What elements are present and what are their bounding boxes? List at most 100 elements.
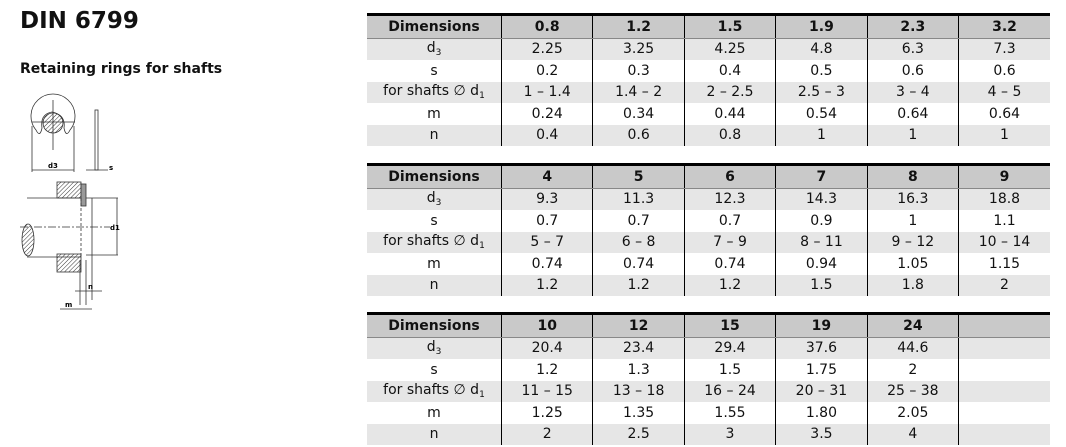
row-label: n bbox=[429, 127, 439, 144]
value-cell: 1.5 bbox=[683, 359, 776, 381]
value-cell: 0.7 bbox=[592, 210, 685, 232]
row-label-sub: 3 bbox=[435, 48, 442, 59]
row-label: m bbox=[427, 255, 441, 272]
value-cell: 2 bbox=[958, 274, 1050, 296]
value-cell: 0.3 bbox=[592, 60, 685, 82]
value-cell: 1 bbox=[866, 210, 959, 232]
page-subtitle: Retaining rings for shafts bbox=[20, 61, 223, 77]
value-cell: 11 – 15 bbox=[500, 380, 593, 402]
value-cell: 1 bbox=[866, 124, 959, 146]
value-cell: 8 – 11 bbox=[775, 231, 868, 253]
row-label: s bbox=[430, 212, 438, 229]
value-cell: 0.44 bbox=[683, 103, 776, 125]
row-label: n bbox=[429, 277, 439, 294]
dimensions-table: Dimensions 10 12 15 19 24 d3 20.4 23.4 29.4 37.6 44… bbox=[367, 312, 1050, 445]
page-title: DIN 6799 bbox=[20, 8, 139, 34]
value-cell: 1.1 bbox=[958, 210, 1050, 232]
row-label-cell: s bbox=[367, 60, 502, 82]
row-label-cell: m bbox=[367, 402, 502, 424]
row-label-cell: for shafts ∅ d1 bbox=[367, 232, 502, 254]
value-cell: 0.5 bbox=[775, 60, 868, 82]
value-cell: 0.64 bbox=[866, 103, 959, 125]
value-cell: 1.2 bbox=[500, 359, 593, 381]
row-label-cell: n bbox=[367, 275, 502, 297]
value-cell: 1 bbox=[775, 124, 868, 146]
value-cell: 1.5 bbox=[775, 274, 868, 296]
value-cell: 1.80 bbox=[775, 402, 868, 424]
size-header: 0.8 bbox=[500, 14, 593, 39]
size-header bbox=[958, 313, 1050, 338]
row-label-cell: m bbox=[367, 253, 502, 275]
row-label-cell: s bbox=[367, 210, 502, 232]
value-cell: 1 – 1.4 bbox=[500, 81, 593, 103]
value-cell: 9.3 bbox=[500, 188, 593, 210]
value-cell: 0.74 bbox=[683, 253, 776, 275]
value-cell: 1.25 bbox=[500, 402, 593, 424]
value-cell: 1.35 bbox=[592, 402, 685, 424]
value-cell: 25 – 38 bbox=[866, 380, 959, 402]
value-cell: 20 – 31 bbox=[775, 380, 868, 402]
value-cell: 6.3 bbox=[866, 38, 959, 60]
row-label-cell: d3 bbox=[367, 188, 502, 210]
value-cell: 1.15 bbox=[958, 253, 1050, 275]
header-label: Dimensions bbox=[367, 164, 502, 189]
value-cell: 3.5 bbox=[775, 423, 868, 445]
row-label: m bbox=[427, 404, 441, 421]
size-header: 15 bbox=[683, 313, 776, 338]
row-label: n bbox=[429, 426, 439, 443]
value-cell: 13 – 18 bbox=[592, 380, 685, 402]
value-cell: 0.74 bbox=[592, 253, 685, 275]
value-cell: 3.25 bbox=[592, 38, 685, 60]
row-label-cell: n bbox=[367, 125, 502, 147]
size-header: 19 bbox=[775, 313, 868, 338]
dimensions-table: Dimensions 0.8 1.2 1.5 1.9 2.3 3.2 d3 2.25 3.25 4.… bbox=[367, 13, 1050, 146]
value-cell: 4.25 bbox=[683, 38, 776, 60]
value-cell: 1.4 – 2 bbox=[592, 81, 685, 103]
value-cell bbox=[958, 359, 1050, 381]
row-label: for shafts ∅ d bbox=[383, 382, 480, 399]
value-cell: 1.2 bbox=[683, 274, 776, 296]
row-label: d bbox=[426, 190, 436, 207]
value-cell: 16.3 bbox=[866, 188, 959, 210]
s-label: s bbox=[109, 164, 113, 172]
value-cell: 0.6 bbox=[592, 124, 685, 146]
table-row-s: s 0.2 0.3 0.4 0.5 0.6 0.6 bbox=[367, 60, 1050, 82]
row-label-cell: for shafts ∅ d1 bbox=[367, 82, 502, 104]
table-row-n: n 1.2 1.2 1.2 1.5 1.8 2 bbox=[367, 274, 1050, 297]
row-label-sub: 1 bbox=[479, 390, 485, 401]
value-cell bbox=[958, 337, 1050, 359]
value-cell: 0.7 bbox=[683, 210, 776, 232]
size-header: 8 bbox=[866, 164, 959, 189]
row-label-sub: 3 bbox=[435, 198, 442, 209]
value-cell: 14.3 bbox=[775, 188, 868, 210]
row-label-cell: d3 bbox=[367, 337, 502, 359]
value-cell: 0.24 bbox=[500, 103, 593, 125]
m-label: m bbox=[65, 301, 72, 309]
table-row-m: m 0.74 0.74 0.74 0.94 1.05 1.15 bbox=[367, 253, 1050, 275]
header-row: Dimensions 0.8 1.2 1.5 1.9 2.3 3.2 bbox=[367, 14, 1050, 39]
size-header: 6 bbox=[683, 164, 776, 189]
value-cell: 23.4 bbox=[592, 337, 685, 359]
table-row-d3: d3 20.4 23.4 29.4 37.6 44.6 bbox=[367, 337, 1050, 359]
size-header: 1.9 bbox=[775, 14, 868, 39]
row-label: d bbox=[426, 40, 436, 57]
table-row-m: m 1.25 1.35 1.55 1.80 2.05 bbox=[367, 402, 1050, 424]
value-cell: 5 – 7 bbox=[500, 231, 593, 253]
size-header: 1.5 bbox=[683, 14, 776, 39]
value-cell: 0.7 bbox=[500, 210, 593, 232]
size-header: 1.2 bbox=[592, 14, 685, 39]
header-label: Dimensions bbox=[367, 14, 502, 39]
value-cell bbox=[958, 402, 1050, 424]
table-row-n: n 2 2.5 3 3.5 4 bbox=[367, 423, 1050, 445]
value-cell bbox=[958, 423, 1050, 445]
ring-front-view bbox=[30, 93, 108, 172]
value-cell: 37.6 bbox=[775, 337, 868, 359]
value-cell: 2 bbox=[500, 423, 593, 445]
value-cell: 0.9 bbox=[775, 210, 868, 232]
value-cell: 2.5 – 3 bbox=[775, 81, 868, 103]
value-cell: 0.64 bbox=[958, 103, 1050, 125]
value-cell: 0.54 bbox=[775, 103, 868, 125]
retaining-ring-drawing: d3 s d1 n m bbox=[20, 93, 120, 310]
value-cell: 10 – 14 bbox=[958, 231, 1050, 253]
